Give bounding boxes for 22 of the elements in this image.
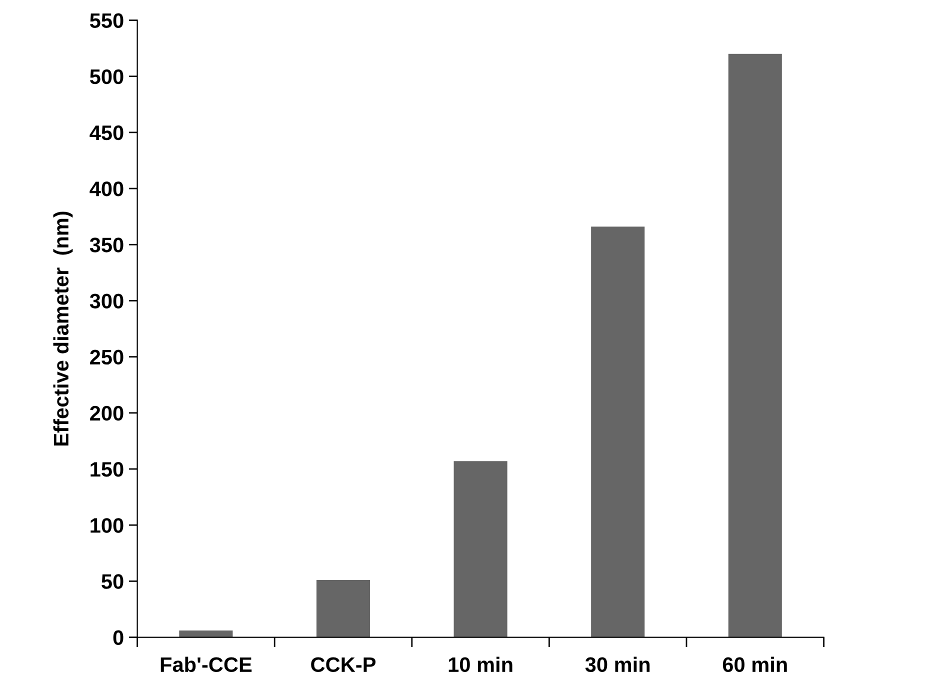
- x-tick-label: 30 min: [585, 656, 650, 672]
- y-tick-label: 200: [90, 406, 124, 421]
- y-tick-label: 100: [90, 518, 124, 533]
- y-tick-label: 150: [90, 462, 124, 477]
- y-tick-label: 250: [90, 350, 124, 365]
- x-tick-label: Fab'-CCE: [160, 656, 252, 672]
- x-tick-label: 60 min: [722, 656, 787, 672]
- bar: [728, 54, 782, 638]
- y-tick-label: 450: [90, 125, 124, 140]
- bar: [591, 226, 645, 638]
- y-tick-label: 550: [90, 13, 124, 28]
- y-tick-label: 300: [90, 294, 124, 308]
- y-tick-label: 50: [102, 574, 124, 589]
- bar: [454, 461, 508, 638]
- y-tick-label: 500: [90, 69, 124, 84]
- y-tick-label: 0: [113, 630, 124, 646]
- y-tick-label: 350: [90, 238, 124, 252]
- bar: [316, 580, 370, 638]
- y-axis-title: Effective diameter (nm): [53, 212, 73, 446]
- x-tick-label: CCK-P: [311, 657, 376, 672]
- y-tick-label: 400: [90, 182, 124, 196]
- x-tick-label: 10 min: [448, 656, 512, 672]
